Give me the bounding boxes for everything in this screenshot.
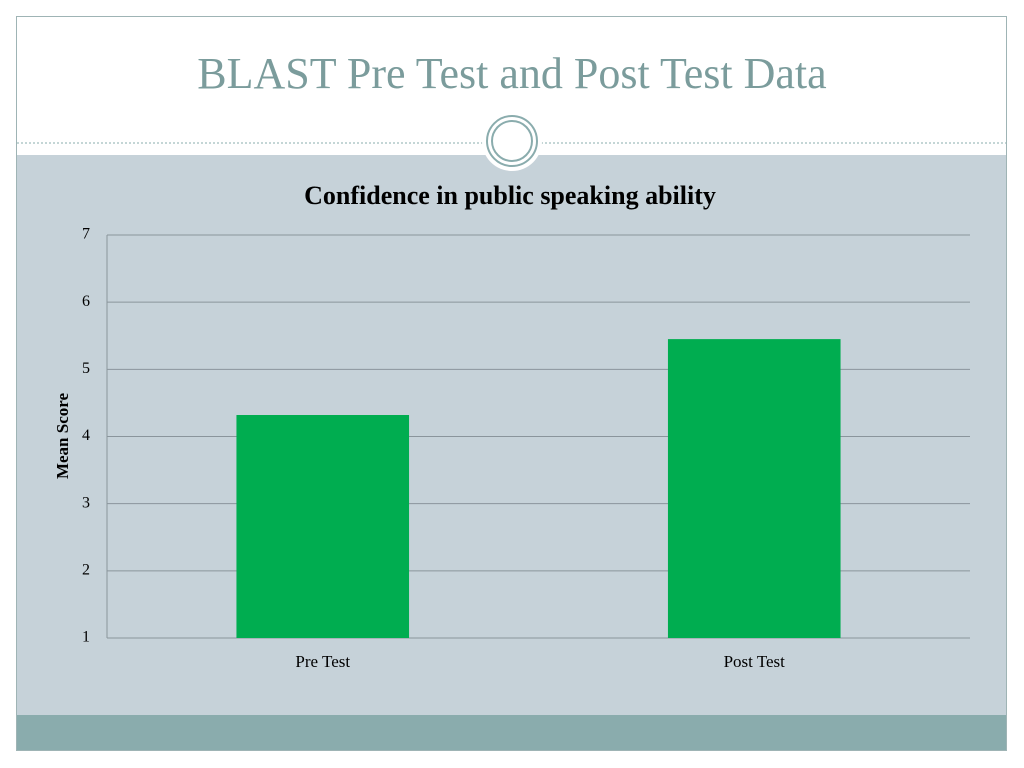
x-tick-label: Pre Test <box>295 652 350 671</box>
bar <box>667 339 841 638</box>
y-tick-label: 5 <box>82 360 90 377</box>
y-tick-label: 2 <box>82 562 90 579</box>
slide-title: BLAST Pre Test and Post Test Data <box>197 49 826 98</box>
y-axis-label: Mean Score <box>53 393 72 480</box>
content-background <box>17 155 1006 715</box>
divider-badge <box>482 111 542 171</box>
y-tick-label: 1 <box>82 629 90 646</box>
x-tick-label: Post Test <box>724 652 786 671</box>
bar <box>236 415 410 638</box>
chart-title: Confidence in public speaking ability <box>304 181 716 210</box>
divider-ring <box>486 115 538 167</box>
y-tick-label: 3 <box>82 494 90 511</box>
y-tick-label: 6 <box>82 293 90 310</box>
y-tick-label: 4 <box>82 427 90 444</box>
footer-band <box>17 715 1006 750</box>
divider-ring <box>491 120 533 162</box>
y-tick-label: 7 <box>82 226 90 243</box>
